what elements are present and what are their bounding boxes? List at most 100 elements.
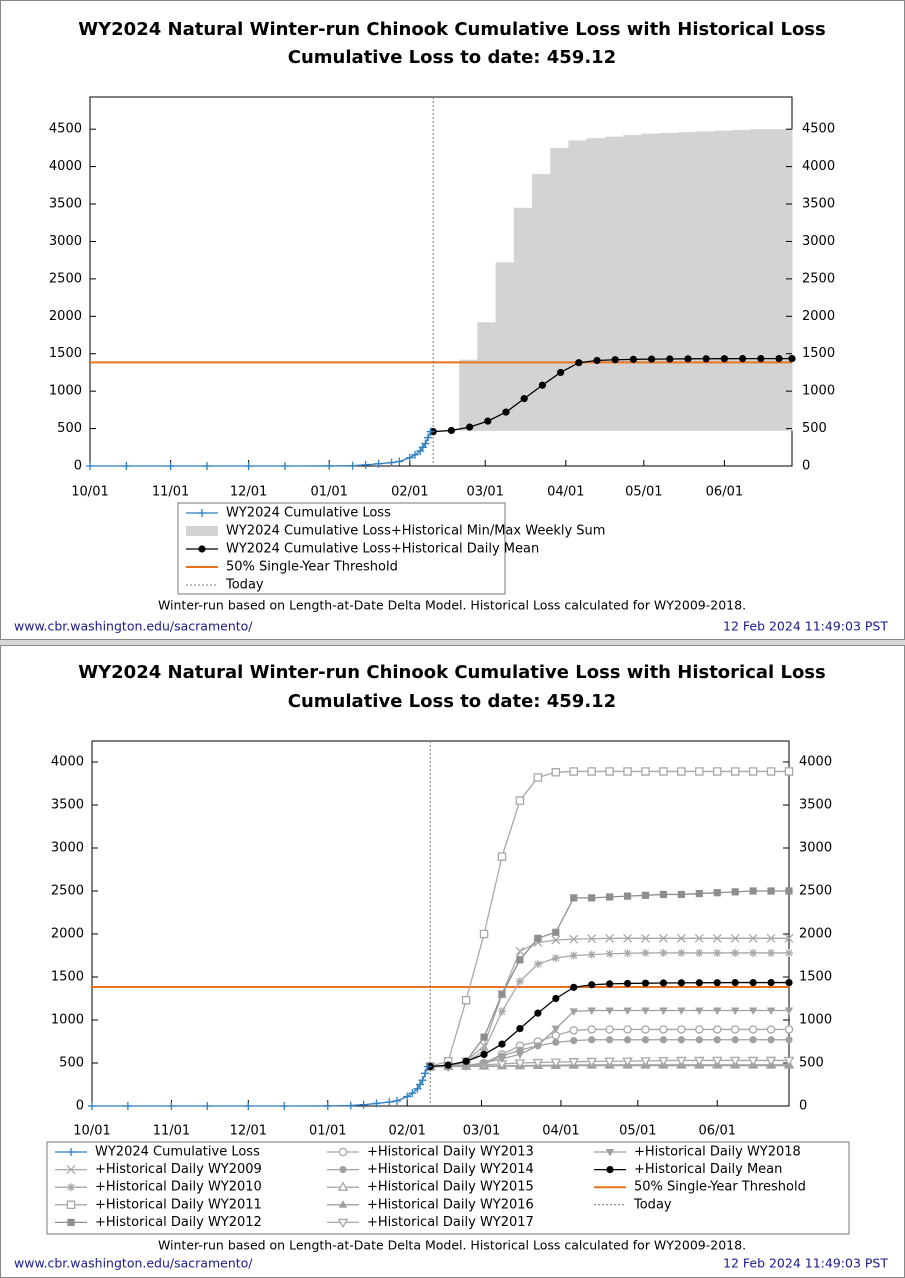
legend-marker (606, 1166, 614, 1174)
marker (569, 934, 579, 944)
marker (403, 1092, 412, 1101)
timestamp: 12 Feb 2024 11:49:03 PST (723, 1256, 888, 1271)
marker (516, 956, 524, 964)
legend-label: WY2024 Cumulative Loss+Historical Daily … (226, 542, 539, 557)
legend-marker (339, 1166, 347, 1174)
band-step (695, 131, 715, 431)
legend-marker (338, 1147, 348, 1157)
x-tick-label: 04/01 (542, 1124, 579, 1139)
marker (749, 1036, 757, 1044)
marker (623, 767, 632, 776)
marker (515, 1051, 525, 1059)
marker (587, 1025, 596, 1034)
y-tick-label: 500 (59, 1055, 84, 1070)
marker (570, 983, 578, 991)
marker (695, 889, 703, 898)
marker (659, 890, 668, 899)
y2-tick-label: 1500 (802, 346, 835, 361)
marker (588, 981, 596, 989)
marker (730, 933, 740, 943)
y2-tick-label: 1000 (799, 1012, 832, 1027)
y-tick-label: 1000 (51, 1012, 84, 1027)
marker (88, 1102, 96, 1110)
marker (569, 1026, 579, 1035)
marker (421, 1069, 430, 1078)
marker (730, 1007, 740, 1016)
y2-tick-label: 500 (802, 421, 827, 436)
y2-tick-label: 3000 (799, 840, 832, 855)
marker (587, 934, 597, 944)
marker (281, 462, 289, 470)
y-tick-label: 2000 (51, 926, 84, 941)
plot-area (91, 740, 790, 1107)
marker (203, 1102, 212, 1110)
marker (498, 1007, 506, 1016)
x-tick-label: 12/01 (230, 1124, 267, 1139)
marker (677, 1025, 686, 1034)
marker (497, 852, 507, 861)
legend-marker (67, 1218, 75, 1226)
marker (480, 1050, 488, 1058)
chart-note: Winter-run based on Length-at-Date Delta… (158, 598, 746, 613)
y2-tick-label: 0 (802, 459, 810, 474)
marker (557, 368, 565, 377)
marker (659, 1007, 668, 1016)
marker (447, 426, 455, 435)
marker (757, 354, 765, 363)
marker (534, 1009, 542, 1017)
chart-note: Winter-run based on Length-at-Date Delta… (158, 1238, 746, 1253)
marker (570, 1037, 578, 1045)
band-step (659, 132, 679, 431)
x-tick-label: 01/01 (310, 485, 347, 500)
marker (587, 1007, 596, 1016)
y2-tick-label: 3500 (799, 797, 832, 812)
marker (515, 977, 524, 986)
marker (122, 462, 131, 470)
marker (86, 462, 94, 470)
marker (570, 894, 578, 902)
legend-label: +Historical Daily WY2012 (95, 1215, 262, 1230)
marker (730, 767, 740, 776)
marker (749, 948, 758, 957)
band-step (477, 322, 497, 431)
legend-label: +Historical Daily Mean (634, 1162, 782, 1177)
y2-tick-label: 2500 (799, 883, 832, 898)
marker (424, 433, 432, 442)
marker (552, 994, 560, 1003)
marker (348, 461, 357, 470)
marker (731, 888, 739, 896)
marker (748, 1007, 758, 1016)
legend-marker (66, 1200, 76, 1210)
marker (533, 960, 542, 969)
marker (695, 948, 704, 957)
marker (677, 767, 686, 776)
marker (658, 1056, 669, 1067)
marker (730, 1025, 740, 1034)
marker (346, 1101, 355, 1110)
band-step (550, 147, 569, 431)
marker (374, 459, 383, 468)
legend-label: +Historical Daily WY2013 (367, 1145, 534, 1160)
legend-label: WY2024 Cumulative Loss+Historical Min/Ma… (226, 524, 605, 539)
x-tick-label: 03/01 (466, 485, 503, 500)
marker (767, 1036, 775, 1044)
legend-label: +Historical Daily WY2009 (95, 1162, 262, 1177)
band-step (768, 129, 788, 431)
band-step (623, 135, 642, 431)
marker (775, 354, 783, 363)
marker (785, 948, 793, 957)
legend-marker (198, 509, 206, 517)
marker (498, 1040, 506, 1048)
y2-tick-label: 2000 (802, 309, 835, 324)
y-tick-label: 3000 (51, 840, 84, 855)
marker (538, 381, 547, 389)
marker (605, 1025, 614, 1034)
marker (325, 461, 334, 470)
marker (622, 1057, 633, 1067)
marker (385, 1098, 394, 1107)
legend-marker (337, 1181, 349, 1191)
marker (641, 933, 650, 943)
marker (411, 450, 419, 459)
marker (623, 949, 632, 958)
marker (731, 1036, 739, 1044)
